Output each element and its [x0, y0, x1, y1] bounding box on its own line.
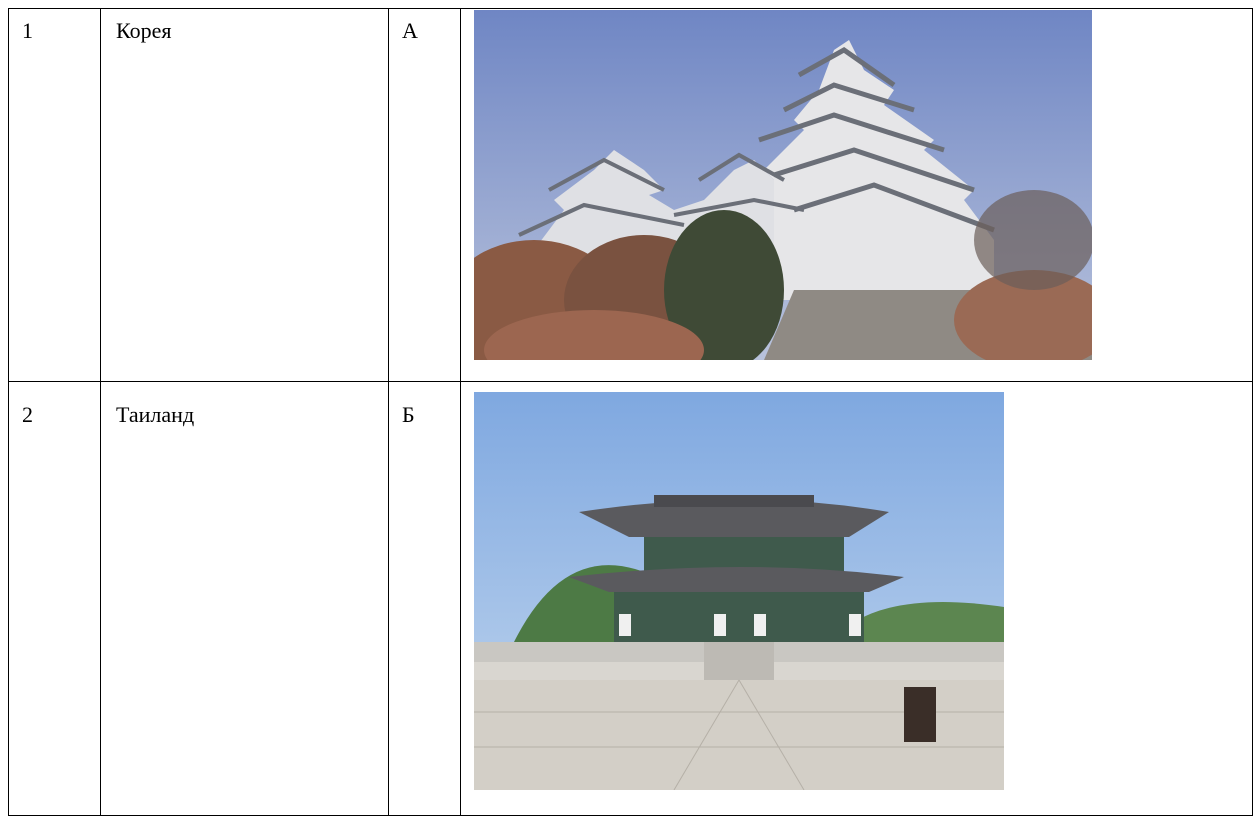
- castle-photo: [474, 10, 1092, 360]
- letter: Б: [402, 402, 415, 427]
- country: Корея: [116, 18, 172, 43]
- border: [460, 8, 461, 816]
- border: [1252, 8, 1253, 816]
- border: [8, 8, 9, 816]
- letter: А: [402, 18, 418, 43]
- row-number: 1: [22, 18, 33, 43]
- border: [388, 8, 389, 816]
- country: Таиланд: [116, 402, 195, 427]
- row-number: 2: [22, 402, 33, 427]
- border: [100, 8, 101, 816]
- border: [8, 381, 1253, 382]
- palace-photo: [474, 392, 1004, 790]
- border: [8, 8, 1253, 9]
